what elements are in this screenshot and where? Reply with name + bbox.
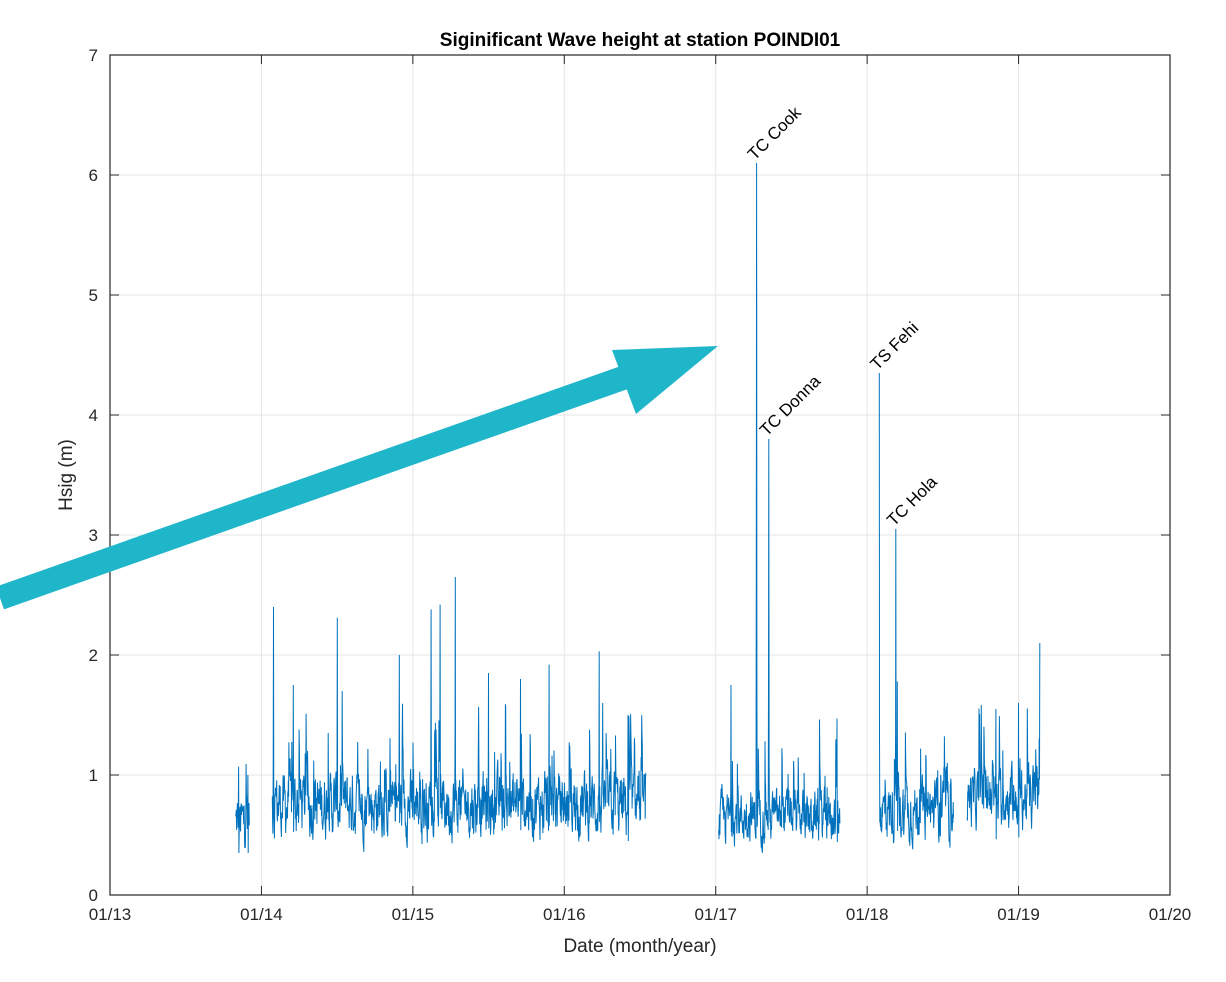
x-tick-label: 01/17 [694,905,737,924]
x-tick-label: 01/19 [997,905,1040,924]
x-tick-label: 01/18 [846,905,889,924]
x-axis-label: Date (month/year) [563,936,716,957]
y-tick-label: 3 [89,526,98,545]
series-segment [966,642,1041,840]
series-segment [235,763,250,854]
y-tick-label: 7 [89,46,98,65]
series-segment [718,162,841,853]
y-tick-label: 5 [89,286,98,305]
y-tick-label: 4 [89,406,98,425]
arrow-icon [0,346,718,610]
y-tick-label: 2 [89,646,98,665]
x-tick-label: 01/14 [240,905,283,924]
y-axis-label: Hsig (m) [56,439,77,511]
y-tick-label: 0 [89,886,98,905]
chart-title: Siginificant Wave height at station POIN… [440,30,841,51]
series-line [235,162,1041,854]
series-segment [878,372,954,850]
series-segment [271,576,647,852]
x-tick-label: 01/15 [392,905,435,924]
y-tick-label: 1 [89,766,98,785]
axis-ticks: 01/13 01/14 01/15 01/16 01/17 01/18 01/19 01/20… [89,46,1192,924]
x-tick-label: 01/13 [89,905,132,924]
plot-frame [109,54,1171,896]
x-tick-label: 01/20 [1149,905,1192,924]
plot-area [110,55,1170,895]
y-tick-label: 6 [89,166,98,185]
x-tick-label: 01/16 [543,905,586,924]
